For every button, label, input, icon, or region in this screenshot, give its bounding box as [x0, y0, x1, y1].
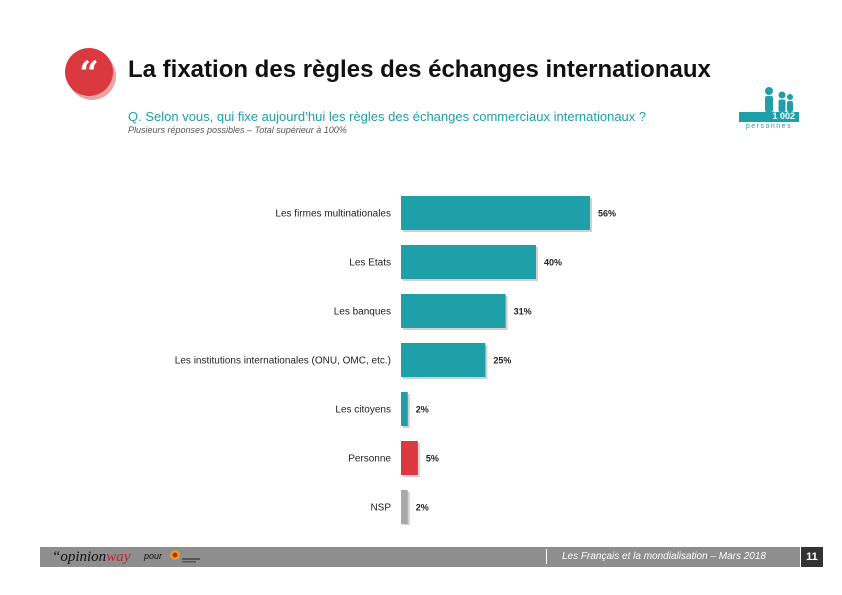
category-label: NSP — [370, 503, 391, 514]
value-label: 56% — [598, 209, 616, 219]
bar — [401, 343, 486, 377]
question-note: Plusieurs réponses possibles – Total sup… — [128, 125, 347, 135]
category-label: Les Etats — [349, 258, 391, 269]
bar — [401, 294, 506, 328]
sample-size-count: 1 002 — [772, 111, 795, 121]
bar — [401, 245, 536, 279]
quote-logo-icon: “ — [65, 48, 113, 96]
page-number: 11 — [801, 547, 823, 567]
bar — [401, 196, 590, 230]
value-label: 31% — [514, 307, 532, 317]
sample-size-label: personnes — [745, 123, 793, 130]
category-label: Les institutions internationales (ONU, O… — [175, 356, 391, 367]
bar — [401, 441, 418, 475]
category-label: Les banques — [334, 307, 391, 318]
value-label: 25% — [493, 356, 511, 366]
category-label: Les firmes multinationales — [275, 209, 391, 220]
category-label: Personne — [348, 454, 391, 465]
bar — [401, 392, 408, 426]
bar — [401, 490, 408, 524]
category-label: Les citoyens — [335, 405, 391, 416]
study-title: Les Français et la mondialisation – Mars… — [562, 551, 766, 562]
footer-pour: pour — [144, 551, 163, 561]
sample-size-badge: 1 002 — [739, 111, 799, 122]
people-icon — [765, 87, 793, 112]
value-label: 2% — [416, 405, 429, 415]
opinionway-logo: “opinionway — [52, 549, 131, 565]
value-label: 40% — [544, 258, 562, 268]
value-label: 2% — [416, 503, 429, 513]
question-text: Q. Selon vous, qui fixe aujourd’hui les … — [128, 109, 647, 124]
value-label: 5% — [426, 454, 439, 464]
footer-bar — [40, 547, 800, 567]
page-title: La fixation des règles des échanges inte… — [128, 56, 711, 83]
footer-divider — [546, 549, 547, 564]
client-logo-icon — [170, 550, 200, 563]
bar-chart: Les firmes multinationales 56% Les Etats 40… — [175, 196, 616, 525]
